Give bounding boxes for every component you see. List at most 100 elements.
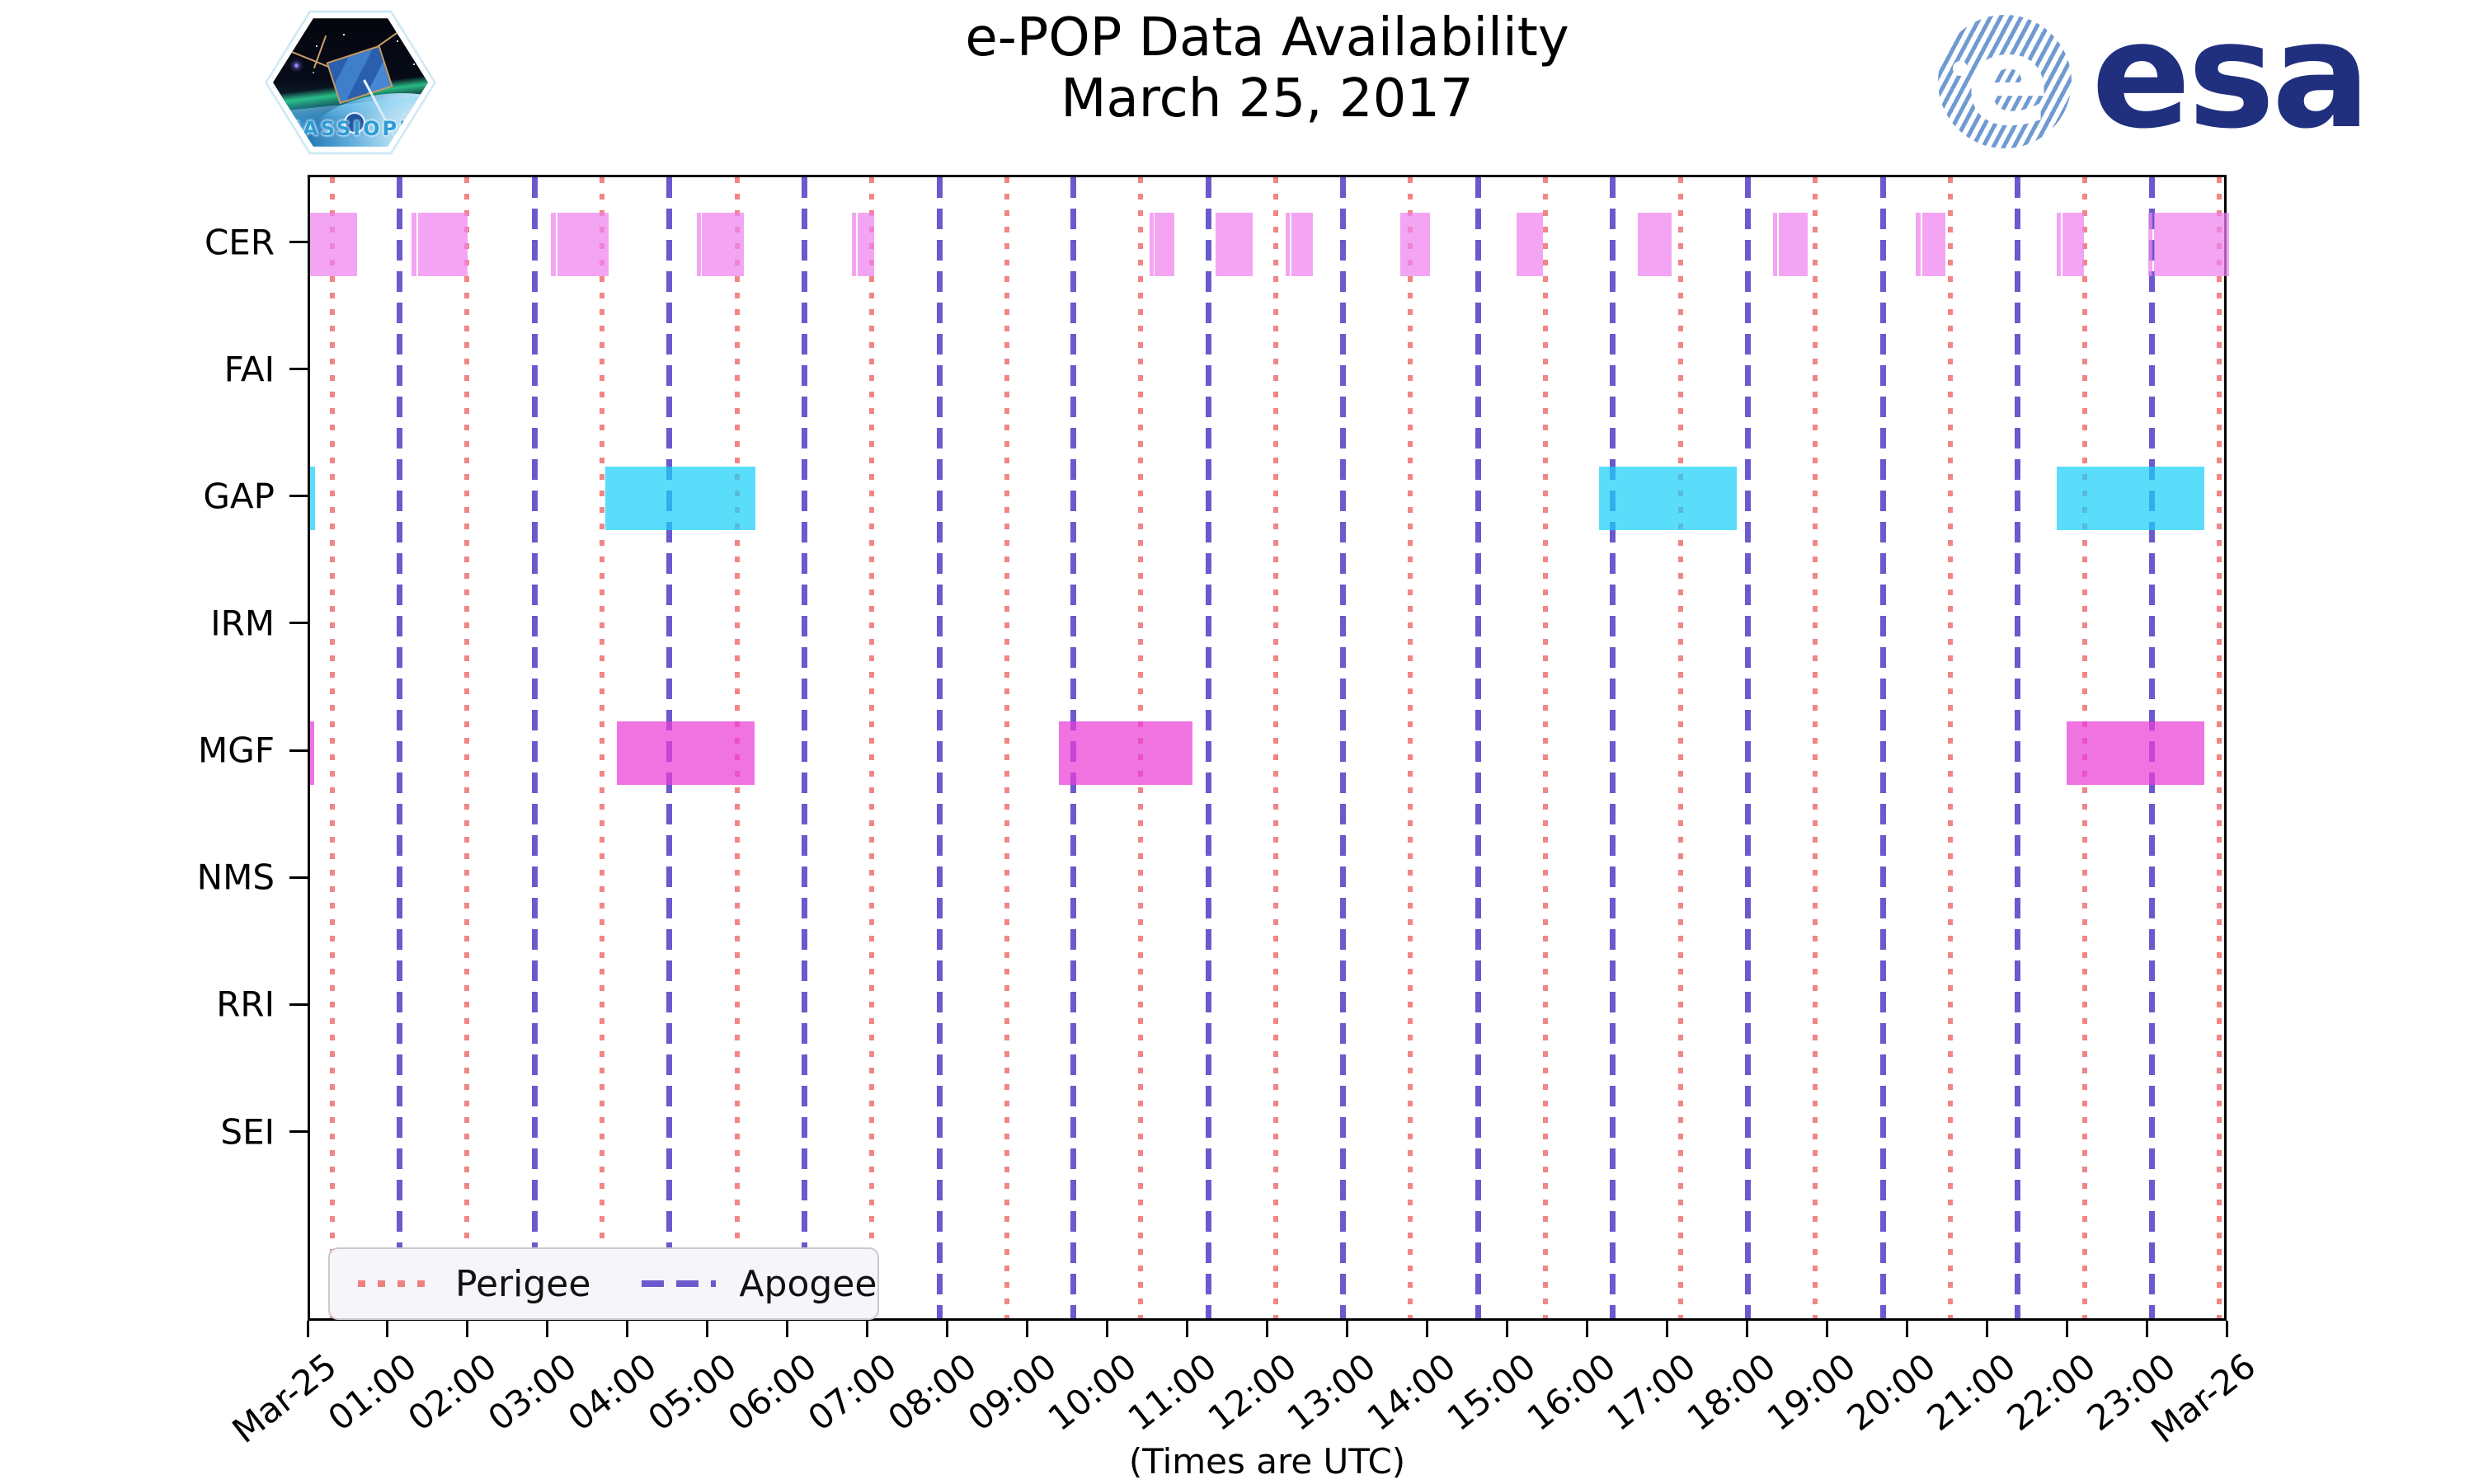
- x-tick-label-0200: 02:00: [400, 1345, 505, 1439]
- x-tick-label-0100: 01:00: [320, 1345, 425, 1439]
- apogee-line: [801, 177, 807, 1318]
- x-tick-label-2000: 20:00: [1839, 1345, 1944, 1439]
- x-tick: [946, 1321, 949, 1337]
- perigee-line-sample: [358, 1280, 432, 1287]
- availability-bar-CER: [412, 213, 416, 276]
- availability-bar-GAP: [2056, 467, 2204, 531]
- x-tick-label-1000: 10:00: [1040, 1345, 1144, 1439]
- y-tick: [289, 241, 308, 243]
- y-tick-label-RRI: RRI: [216, 984, 275, 1025]
- x-tick-label-1300: 13:00: [1280, 1345, 1384, 1439]
- x-tick: [1825, 1321, 1828, 1337]
- x-tick: [2065, 1321, 2068, 1337]
- perigee-line: [1004, 177, 1009, 1318]
- apogee-line-sample: [642, 1280, 717, 1287]
- x-tick-label-0800: 08:00: [880, 1345, 984, 1439]
- y-tick: [289, 1003, 308, 1006]
- x-tick-label-1100: 11:00: [1120, 1345, 1224, 1439]
- apogee-line: [2014, 177, 2020, 1318]
- availability-bar-MGF: [1059, 721, 1193, 785]
- x-tick: [1026, 1321, 1029, 1337]
- bright-star: [294, 63, 299, 68]
- x-tick: [1905, 1321, 1908, 1337]
- x-tick-label-Mar-25: Mar-25: [224, 1345, 345, 1451]
- x-tick-label-1800: 18:00: [1679, 1345, 1784, 1439]
- x-tick: [1985, 1321, 1988, 1337]
- x-tick: [1585, 1321, 1588, 1337]
- availability-bar-CER: [2148, 213, 2153, 276]
- apogee-line: [1609, 177, 1616, 1318]
- title-line2: March 25, 2017: [1061, 68, 1474, 129]
- availability-bar-CER: [1150, 213, 1155, 276]
- availability-bar-CER: [1399, 213, 1431, 276]
- x-tick-label-1600: 16:00: [1519, 1345, 1624, 1439]
- availability-bar-CER: [2153, 213, 2229, 276]
- y-tick-label-MGF: MGF: [198, 730, 275, 771]
- availability-bar-CER: [1215, 213, 1253, 276]
- y-tick: [289, 1130, 308, 1134]
- availability-bar-CER: [557, 213, 609, 276]
- x-tick: [1665, 1321, 1668, 1337]
- availability-bar-GAP: [310, 467, 315, 531]
- perigee-line: [1677, 177, 1683, 1318]
- x-tick-label-0300: 03:00: [480, 1345, 585, 1439]
- apogee-line: [1879, 177, 1886, 1318]
- y-tick-label-CER: CER: [204, 222, 275, 262]
- perigee-line: [1947, 177, 1953, 1318]
- availability-bar-CER: [2062, 213, 2084, 276]
- x-tick-label-1400: 14:00: [1360, 1345, 1464, 1439]
- perigee-line: [1812, 177, 1818, 1318]
- availability-bar-CER: [2056, 213, 2062, 276]
- y-tick-label-NMS: NMS: [196, 857, 275, 898]
- esa-logo: e esa: [1938, 0, 2371, 161]
- x-tick-label-0900: 09:00: [960, 1345, 1064, 1439]
- perigee-line: [599, 177, 604, 1318]
- esa-wordmark: esa: [2091, 0, 2371, 161]
- perigee-line: [1543, 177, 1548, 1318]
- apogee-line: [1340, 177, 1347, 1318]
- title-line1: e-POP Data Availability: [965, 7, 1569, 68]
- x-tick: [546, 1321, 549, 1337]
- y-tick-label-IRM: IRM: [210, 603, 275, 644]
- x-tick: [2145, 1321, 2148, 1337]
- x-tick: [306, 1321, 309, 1337]
- x-tick: [1425, 1321, 1428, 1337]
- y-tick: [289, 368, 308, 371]
- x-tick: [1106, 1321, 1109, 1337]
- y-tick-label-SEI: SEI: [220, 1111, 275, 1153]
- perigee-line: [1408, 177, 1413, 1318]
- availability-bar-CER: [697, 213, 702, 276]
- x-tick: [1266, 1321, 1268, 1337]
- y-tick-label-FAI: FAI: [223, 349, 275, 390]
- x-tick-label-1200: 12:00: [1200, 1345, 1304, 1439]
- availability-bar-CER: [858, 213, 874, 276]
- availability-bar-CER: [1291, 213, 1313, 276]
- x-tick: [1345, 1321, 1348, 1337]
- esa-e-glyph: e: [1966, 10, 2050, 153]
- apogee-line: [1744, 177, 1751, 1318]
- apogee-line: [1475, 177, 1482, 1318]
- legend-label-apogee: Apogee: [739, 1262, 877, 1305]
- chart-title: e-POP Data Availability March 25, 2017: [308, 7, 2227, 129]
- apogee-line: [936, 177, 943, 1318]
- x-tick: [2225, 1321, 2228, 1337]
- availability-bar-CER: [1773, 213, 1778, 276]
- x-axis-label: (Times are UTC): [1128, 1441, 1406, 1482]
- availability-bar-CER: [1154, 213, 1175, 276]
- x-tick: [706, 1321, 709, 1337]
- perigee-line: [464, 177, 470, 1318]
- availability-bar-CER: [1637, 213, 1672, 276]
- availability-bar-CER: [852, 213, 857, 276]
- x-tick-label-1500: 15:00: [1439, 1345, 1544, 1439]
- plot-area: Perigee Apogee: [308, 175, 2229, 1321]
- x-tick: [1505, 1321, 1508, 1337]
- csa-emblem: [344, 111, 366, 134]
- y-tick: [289, 622, 308, 625]
- legend: Perigee Apogee: [328, 1247, 879, 1320]
- availability-bar-CER: [702, 213, 745, 276]
- availability-bar-CER: [1517, 213, 1544, 276]
- y-tick: [289, 749, 308, 752]
- apogee-line: [531, 177, 538, 1318]
- availability-bar-MGF: [617, 721, 755, 785]
- availability-bar-CER: [550, 213, 556, 276]
